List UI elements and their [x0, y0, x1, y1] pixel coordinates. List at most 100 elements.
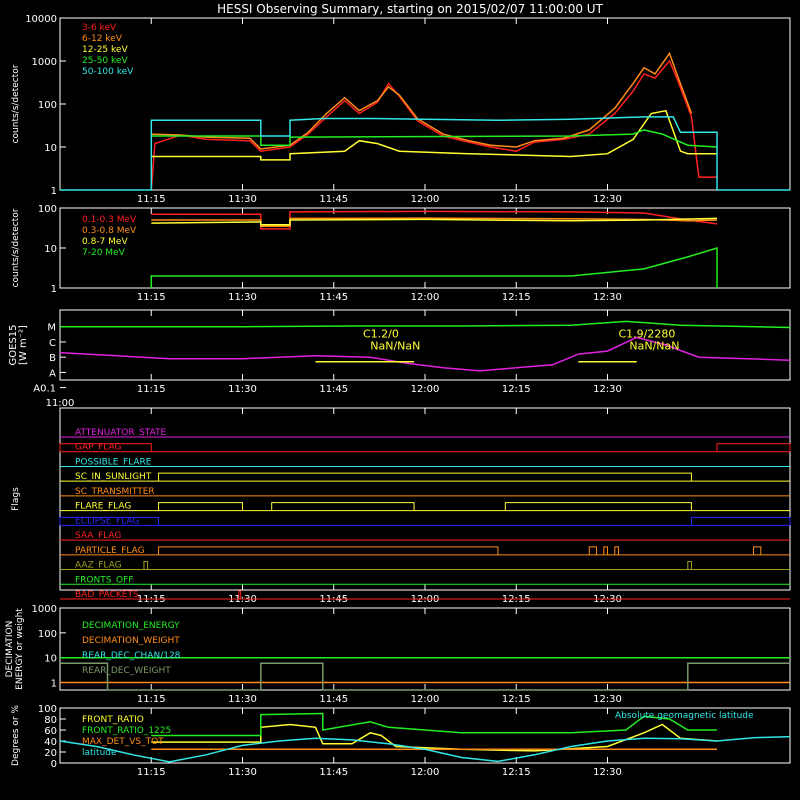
flag-segment [603, 546, 608, 555]
y-tick-label: 100 [38, 704, 57, 715]
y-axis-label: counts/s/detector [11, 208, 21, 287]
flag-label: AAZ_FLAG [75, 561, 122, 571]
legend-entry: DECIMATION_ENERGY [82, 621, 180, 631]
y-tick-label: C [49, 338, 56, 349]
series-line [150, 59, 717, 191]
legend-entry: 3-6 keV [82, 23, 117, 33]
legend-entry: 6-12 keV [82, 34, 123, 44]
x-tick-label: 11:15 [137, 194, 166, 205]
flag-label: PARTICLE_FLAG [75, 546, 145, 556]
y-tick-label: M [47, 323, 56, 334]
x-tick-label: 12:15 [502, 292, 531, 303]
x-tick-label: 11:30 [228, 694, 257, 705]
x-tick-label: 12:30 [593, 384, 622, 395]
y-tick-label: 40 [44, 737, 57, 748]
annotation-label: C1.2/0 [363, 327, 399, 340]
flag-label: FRONTS_OFF [75, 575, 133, 585]
panel-5: 11:15 11:30 11:45 12:00 12:15 12:30 1 10 100 1000… [5, 604, 791, 705]
y-tick-label: A0.1 [33, 384, 56, 395]
x-tick-label: 11:15 [137, 292, 166, 303]
series-line [59, 735, 791, 763]
y-tick-label: 1000 [32, 57, 57, 68]
panel-6: 11:15 11:30 11:45 12:00 12:15 12:30 0204060801… [11, 704, 791, 778]
x-tick-label: 11:45 [319, 292, 348, 303]
y-tick-label: 10 [44, 654, 57, 665]
panel-4: 11:15 11:30 11:45 12:00 12:15 12:30FlagsATTEN… [11, 407, 791, 605]
y-tick-label: 20 [44, 748, 57, 759]
y-axis-label: GOES15 [8, 324, 19, 365]
chart-title: HESSI Observing Summary, starting on 201… [217, 2, 603, 16]
x-tick-label: 11:15 [137, 767, 166, 778]
flag-label: SC_TRANSMITTER [75, 487, 155, 497]
y-tick-label: 1 [51, 284, 57, 295]
x-tick-label: 12:00 [411, 292, 440, 303]
flag-label: GAP_FLAG [75, 443, 121, 453]
y-axis-label: Degrees or % [11, 705, 21, 766]
flag-label: SAA_FLAG [75, 531, 121, 541]
y-axis-label: counts/s/detector [11, 64, 21, 143]
flag-label: ATTENUATOR_STATE [75, 428, 167, 438]
x-tick-label: 11:30 [228, 384, 257, 395]
flag-segment [158, 546, 499, 555]
flag-segment [238, 590, 242, 599]
y-tick-label: 100 [38, 629, 57, 640]
panels: 11:15 11:30 11:45 12:00 12:15 12:301101001000… [5, 14, 791, 778]
x-tick-label: 11:15 [137, 694, 166, 705]
series-line [60, 662, 790, 691]
x-tick-label: 12:30 [593, 292, 622, 303]
flag-segment [59, 443, 152, 452]
legend-entry: FRONT_RATIO [82, 715, 144, 725]
series-line [151, 217, 718, 226]
y-tick-label: 80 [44, 715, 57, 726]
x-tick-label: 12:15 [502, 384, 531, 395]
series-line [151, 51, 693, 150]
panel-2: 11:15 11:30 11:45 12:00 12:15 12:30 1 10 100 coun… [11, 204, 791, 303]
flag-label: POSSIBLE_FLARE [75, 457, 152, 467]
legend-entry: REAR_DEC_CHAN/128 [82, 651, 181, 661]
y-tick-label: 1 [51, 679, 57, 690]
x-tick-label: 11:30 [228, 767, 257, 778]
flag-label: SC_IN_SUNLIGHT [75, 472, 152, 482]
flag-segment [716, 443, 791, 452]
flag-segment [143, 561, 149, 570]
flag-label: BAD_PACKETS [75, 590, 139, 600]
series-line [151, 723, 718, 752]
legend-entry: 7-20 MeV [82, 248, 126, 258]
x-tick-label: 11:15 [137, 384, 166, 395]
y-tick-label: 10000 [25, 14, 57, 25]
y-tick-label: 10 [44, 143, 57, 154]
y-axis-label: [W m⁻²] [18, 325, 29, 365]
x-tick-label: 12:00 [411, 694, 440, 705]
series-line [150, 246, 718, 288]
flag-segment [271, 502, 415, 511]
legend-entry: REAR_DEC_WEIGHT [82, 666, 171, 676]
legend-entry: DECIMATION_WEIGHT [82, 636, 180, 646]
x-tick-label: 11:45 [319, 384, 348, 395]
legend-entry: 0.3-0.8 MeV [82, 226, 137, 236]
series-line [151, 712, 717, 737]
series-line [59, 336, 791, 372]
panel-3: 11:15 11:30 11:45 12:00 12:15 12:30 11:00 A0.1 A… [8, 309, 791, 409]
x-tick-label: 12:00 [411, 384, 440, 395]
series-line [60, 320, 791, 329]
x-tick-label: 12:00 [411, 767, 440, 778]
x-tick-label: 11:45 [319, 767, 348, 778]
x-tick-label: 11:45 [319, 194, 348, 205]
series-line [60, 116, 790, 191]
flag-label: ECLIPSE_FLAG [75, 516, 139, 526]
annotation-label: NaN/NaN [629, 340, 679, 353]
panel-frame [59, 309, 791, 381]
legend-entry: latitude [82, 748, 117, 758]
x-tick-label: 12:15 [502, 194, 531, 205]
legend-entry: FRONT_RATIO_1225 [82, 726, 171, 736]
y-tick-label: 60 [44, 726, 57, 737]
x-tick-label: 12:15 [502, 767, 531, 778]
legend-entry: MAX_DET_VS_TOT [82, 737, 164, 747]
series-line [151, 129, 718, 148]
annotation-label: Absolute geomagnetic latitude [615, 711, 754, 721]
flag-segment [158, 472, 692, 482]
flag-segment [158, 502, 243, 511]
x-tick-label: 12:30 [593, 694, 622, 705]
x-tick-label: 11:30 [228, 292, 257, 303]
y-axis-label: ENERGY or weight [15, 608, 25, 690]
